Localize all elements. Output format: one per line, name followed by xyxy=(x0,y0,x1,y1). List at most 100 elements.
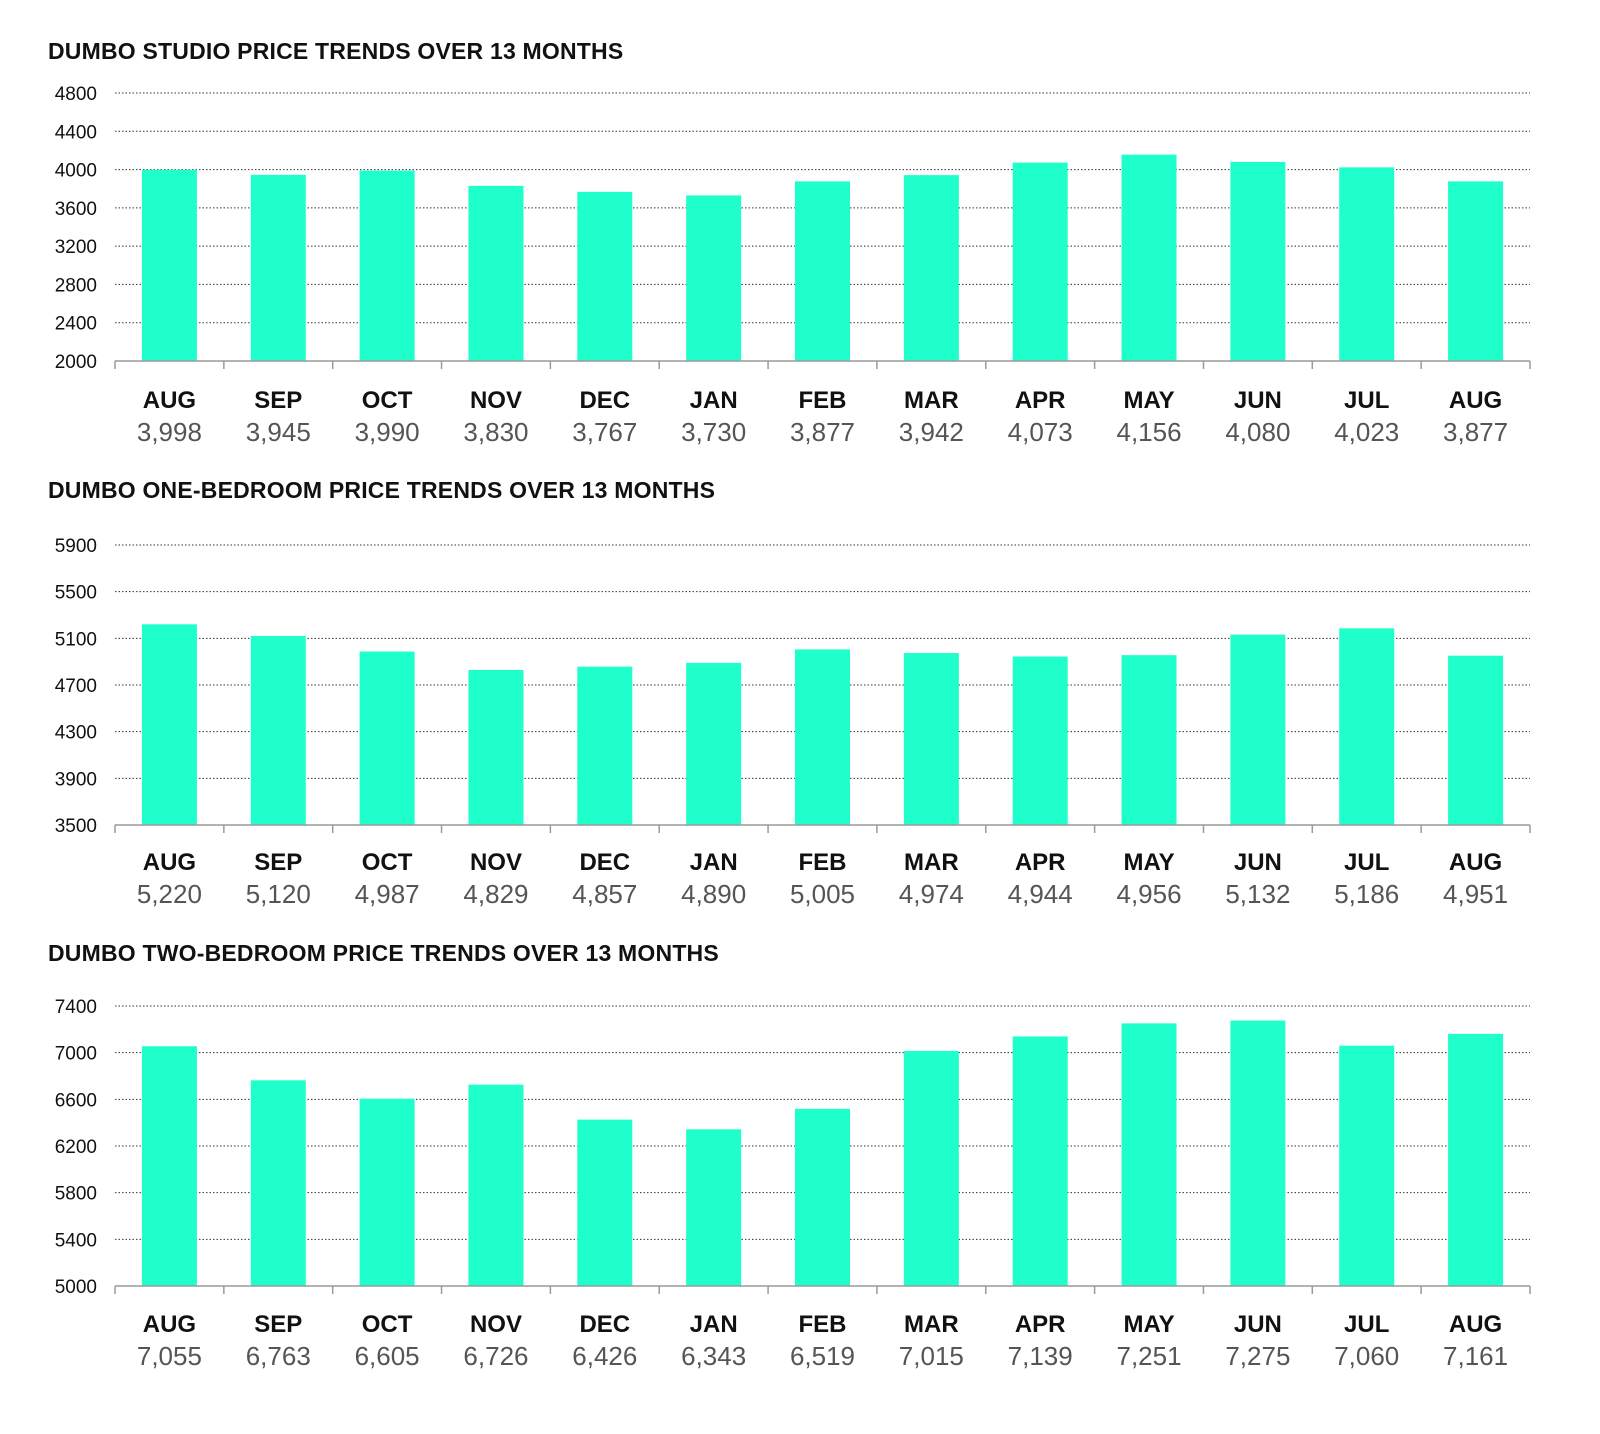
bar xyxy=(1121,1023,1177,1286)
bar xyxy=(1230,161,1286,361)
month-label: DEC xyxy=(579,387,630,414)
y-tick-label: 5900 xyxy=(55,536,97,557)
value-label: 3,990 xyxy=(355,417,420,447)
value-label: 4,890 xyxy=(681,879,746,909)
y-tick-label: 5800 xyxy=(55,1184,97,1205)
month-label: MAR xyxy=(904,849,959,876)
month-label: FEB xyxy=(799,387,847,414)
month-label: JUL xyxy=(1344,1311,1389,1338)
bar xyxy=(468,185,524,361)
y-tick-label: 3600 xyxy=(55,199,97,220)
value-label: 7,251 xyxy=(1116,1341,1181,1371)
value-label: 6,426 xyxy=(572,1341,637,1371)
y-tick-label: 4400 xyxy=(55,122,97,143)
bar xyxy=(1012,162,1068,361)
bar xyxy=(359,651,415,825)
value-label: 4,944 xyxy=(1008,879,1073,909)
month-label: MAY xyxy=(1123,1311,1174,1338)
value-label: 3,877 xyxy=(790,417,855,447)
y-tick-label: 7000 xyxy=(55,1044,97,1065)
bar xyxy=(141,169,197,361)
bar xyxy=(359,170,415,361)
value-label: 5,120 xyxy=(246,879,311,909)
month-label: MAR xyxy=(904,1311,959,1338)
month-label: OCT xyxy=(362,849,413,876)
month-label: SEP xyxy=(254,849,302,876)
value-label: 6,605 xyxy=(355,1341,420,1371)
month-label: AUG xyxy=(1449,1311,1502,1338)
bar xyxy=(1121,154,1177,361)
bar xyxy=(141,1046,197,1286)
y-tick-label: 4000 xyxy=(55,161,97,182)
month-label: JUL xyxy=(1344,849,1389,876)
month-label: MAY xyxy=(1123,849,1174,876)
value-label: 4,857 xyxy=(572,879,637,909)
bar xyxy=(795,1108,850,1286)
studio-chart-svg: 2000 2400 2800 3200 3600 4000 4400 4800 AUG 3,998… xyxy=(55,84,1531,447)
month-label: DEC xyxy=(579,1311,630,1338)
bar xyxy=(795,649,850,825)
y-tick-label: 6200 xyxy=(55,1137,97,1158)
month-label: FEB xyxy=(799,849,847,876)
month-label: AUG xyxy=(143,387,196,414)
value-label: 7,275 xyxy=(1225,1341,1290,1371)
bar xyxy=(141,624,197,825)
y-tick-label: 4300 xyxy=(55,723,97,744)
bar xyxy=(1012,1036,1068,1286)
bar xyxy=(1448,1033,1504,1286)
month-label: JUN xyxy=(1234,387,1282,414)
bar xyxy=(359,1098,415,1286)
value-label: 3,767 xyxy=(572,417,637,447)
month-label: AUG xyxy=(1449,387,1502,414)
value-label: 4,951 xyxy=(1443,879,1508,909)
month-label: JUN xyxy=(1234,1311,1282,1338)
value-label: 3,730 xyxy=(681,417,746,447)
chart-title: DUMBO TWO-BEDROOM PRICE TRENDS OVER 13 M… xyxy=(48,940,719,966)
bar xyxy=(686,195,742,361)
month-label: FEB xyxy=(799,1311,847,1338)
month-label: OCT xyxy=(362,1311,413,1338)
month-label: NOV xyxy=(470,387,522,414)
month-label: SEP xyxy=(254,1311,302,1338)
value-label: 7,139 xyxy=(1008,1341,1073,1371)
bar xyxy=(468,669,524,825)
value-label: 5,132 xyxy=(1225,879,1290,909)
y-tick-label: 2800 xyxy=(55,275,97,296)
bar xyxy=(686,662,742,825)
value-label: 3,945 xyxy=(246,417,311,447)
month-label: JAN xyxy=(690,1311,738,1338)
y-tick-label: 4700 xyxy=(55,676,97,697)
chart-title: DUMBO STUDIO PRICE TRENDS OVER 13 MONTHS xyxy=(48,38,624,64)
month-label: AUG xyxy=(143,1311,196,1338)
month-label: APR xyxy=(1015,849,1066,876)
bar xyxy=(468,1084,524,1286)
value-label: 4,956 xyxy=(1116,879,1181,909)
value-label: 4,987 xyxy=(355,879,420,909)
bar xyxy=(903,653,959,825)
y-tick-label: 5000 xyxy=(55,1277,97,1298)
value-label: 4,073 xyxy=(1008,417,1073,447)
bar xyxy=(686,1129,742,1286)
y-tick-label: 3500 xyxy=(55,816,97,837)
bar xyxy=(577,1119,633,1286)
value-label: 7,055 xyxy=(137,1341,202,1371)
bar xyxy=(1448,655,1504,825)
y-tick-label: 3900 xyxy=(55,769,97,790)
value-label: 4,974 xyxy=(899,879,964,909)
month-label: JUL xyxy=(1344,387,1389,414)
value-label: 7,060 xyxy=(1334,1341,1399,1371)
value-label: 6,726 xyxy=(463,1341,528,1371)
bar xyxy=(250,636,306,825)
bar xyxy=(1339,1045,1395,1286)
bar xyxy=(1230,1020,1286,1286)
month-label: JAN xyxy=(690,849,738,876)
value-label: 4,156 xyxy=(1116,417,1181,447)
bar xyxy=(1012,656,1068,825)
bar xyxy=(1230,634,1286,825)
month-label: SEP xyxy=(254,387,302,414)
bar xyxy=(903,175,959,361)
chart-title: DUMBO ONE-BEDROOM PRICE TRENDS OVER 13 M… xyxy=(48,477,716,503)
value-label: 6,519 xyxy=(790,1341,855,1371)
value-label: 3,877 xyxy=(1443,417,1508,447)
bar xyxy=(1339,167,1395,361)
